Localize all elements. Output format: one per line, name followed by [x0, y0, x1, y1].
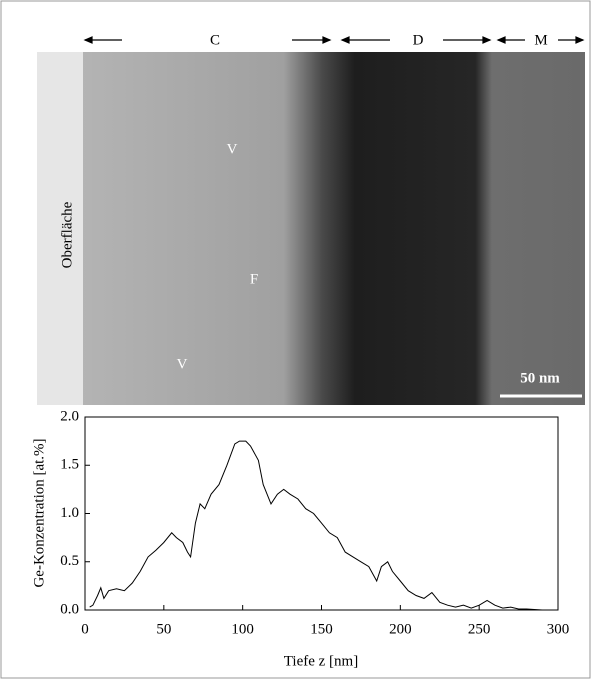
surface-label: Oberfläche	[59, 201, 75, 268]
x-tick-label: 250	[468, 621, 491, 637]
y-tick-label: 2.0	[60, 408, 79, 424]
plot-frame	[84, 416, 559, 611]
zone-arrows	[83, 36, 585, 44]
x-tick-label: 200	[389, 621, 412, 637]
zone-label: D	[413, 32, 424, 48]
y-tick-label: 1.0	[60, 505, 79, 521]
tem-image	[37, 52, 585, 405]
x-tick-label: 150	[310, 621, 333, 637]
y-axis-label: Ge-Konzentration [at.%]	[31, 438, 47, 587]
y-tick-label: 0.5	[60, 553, 79, 569]
marker-label: F	[250, 271, 258, 287]
surface-strip	[37, 52, 83, 405]
x-tick-label: 0	[81, 621, 89, 637]
marker-label: V	[227, 141, 238, 157]
y-tick-label: 0.0	[60, 601, 79, 617]
zone-label: C	[210, 32, 220, 48]
data-line	[89, 440, 543, 611]
x-axis-label: Tiefe z [nm]	[284, 653, 358, 669]
scale-bar-label: 50 nm	[520, 370, 560, 386]
x-tick-label: 300	[547, 621, 570, 637]
zone-label: M	[534, 32, 547, 48]
y-tick-label: 1.5	[60, 457, 79, 473]
x-tick-label: 50	[156, 621, 171, 637]
marker-label: V	[177, 356, 188, 372]
x-tick-label: 100	[231, 621, 254, 637]
